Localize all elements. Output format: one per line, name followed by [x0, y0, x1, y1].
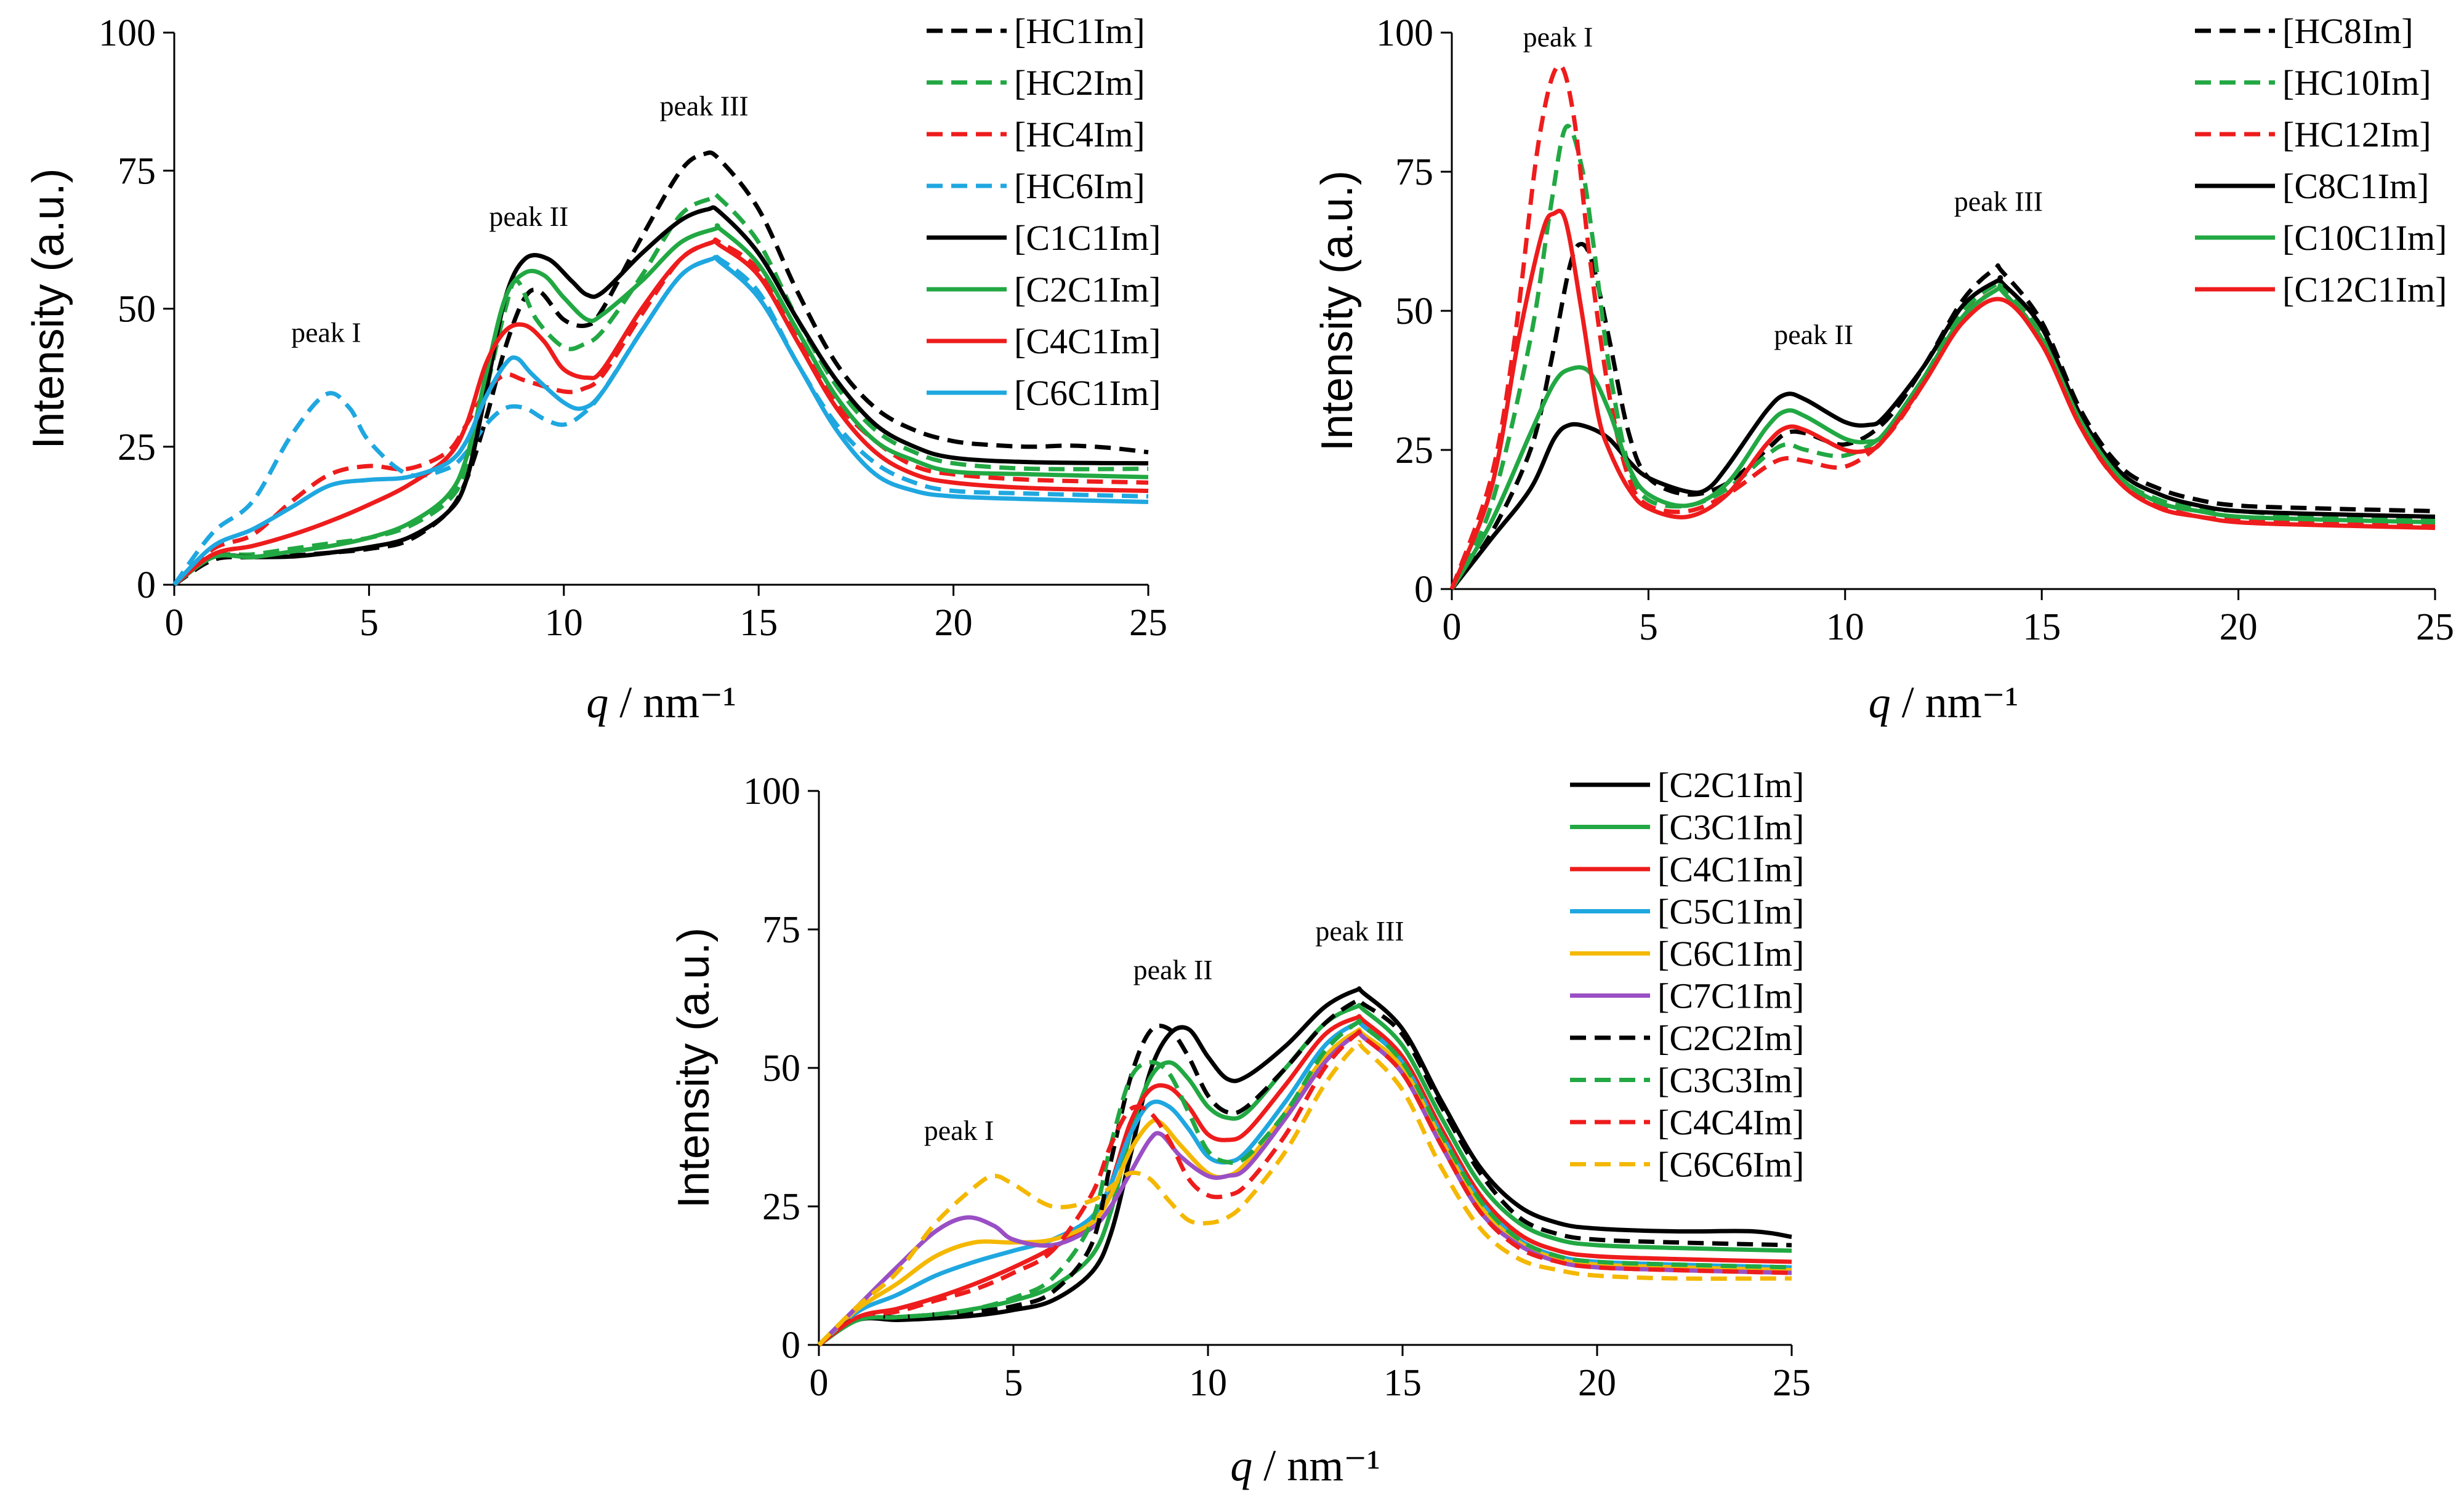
x-tick-label: 15	[739, 602, 778, 644]
series-line-c2c1im	[172, 223, 1149, 587]
y-axis-label: Intensity (a.u.)	[24, 168, 73, 449]
legend-label: [C6C1Im]	[1657, 934, 1804, 974]
peak-annotation: peak II	[489, 201, 568, 232]
x-tick-label: 15	[2023, 606, 2061, 648]
y-tick-label: 25	[1395, 430, 1433, 471]
series-line-c12c1im	[1449, 209, 2436, 590]
legend-label: [C4C1Im]	[1014, 321, 1161, 361]
legend-label: [C6C1Im]	[1014, 373, 1161, 413]
y-tick-label: 0	[781, 1325, 800, 1366]
y-tick-label: 50	[118, 289, 156, 331]
x-tick-label: 10	[1826, 606, 1864, 648]
peak-annotation: peak II	[1774, 319, 1853, 350]
legend-label: [C4C4Im]	[1657, 1102, 1804, 1142]
x-axis-label: q / nm⁻¹	[586, 678, 736, 727]
series-line-c8c1im	[1450, 275, 2436, 591]
legend-label: [C4C1Im]	[1657, 849, 1804, 889]
x-tick-label: 25	[2416, 606, 2454, 648]
legend-label: [C7C1Im]	[1657, 976, 1804, 1016]
series-line-c1c1im	[172, 205, 1149, 587]
legend-label: [C10C1Im]	[2282, 218, 2447, 258]
legend-label: [HC2Im]	[1014, 63, 1145, 103]
legend-label: [C2C2Im]	[1657, 1018, 1804, 1058]
legend-label: [C6C6Im]	[1657, 1145, 1804, 1185]
peak-annotation: peak I	[924, 1115, 994, 1146]
peak-annotation: peak III	[1954, 185, 2043, 217]
legend-label: [HC8Im]	[2282, 11, 2414, 51]
y-tick-label: 25	[118, 427, 156, 468]
x-tick-label: 20	[1578, 1362, 1616, 1404]
series-line-hc6im	[172, 254, 1149, 587]
series-line-hc8im	[1450, 242, 2436, 591]
series-line-c5c1im	[817, 1019, 1792, 1347]
legend-label: [C2C1Im]	[1657, 765, 1804, 805]
y-tick-label: 0	[1414, 569, 1433, 611]
legend-label: [HC4Im]	[1014, 114, 1145, 154]
legend-label: [HC1Im]	[1014, 11, 1145, 51]
x-tick-label: 10	[1189, 1362, 1227, 1404]
series-line-c10c1im	[1449, 283, 2436, 590]
x-tick-label: 20	[2220, 606, 2258, 648]
legend-label: [C2C1Im]	[1014, 270, 1161, 310]
series-line-c6c1im	[172, 255, 1149, 587]
y-tick-label: 75	[762, 909, 800, 951]
y-tick-label: 75	[118, 150, 156, 192]
legend-label: [HC6Im]	[1014, 166, 1145, 206]
series-line-c3c1im	[818, 1003, 1792, 1347]
legend-label: [C12C1Im]	[2282, 270, 2447, 310]
y-tick-label: 0	[137, 564, 156, 606]
chart-panel-2: 0 25 50 75 100 0 5 10 15 20 25 Intensity (a.u.) q / …	[1313, 11, 2454, 727]
x-axis-label: q / nm⁻¹	[1230, 1441, 1380, 1490]
series-line-c4c1im	[172, 238, 1149, 587]
x-tick-label: 15	[1383, 1362, 1422, 1404]
series-line-c6c1im	[817, 1027, 1792, 1347]
x-tick-label: 20	[935, 602, 973, 644]
peak-annotation: peak III	[1315, 915, 1404, 947]
y-tick-label: 25	[762, 1186, 800, 1228]
series-line-c4c4im	[817, 1029, 1792, 1347]
x-tick-label: 0	[1443, 606, 1462, 648]
peak-annotation: peak III	[659, 90, 748, 122]
y-tick-label: 100	[99, 12, 156, 54]
x-tick-label: 25	[1129, 602, 1167, 644]
legend-label: [C8C1Im]	[2282, 166, 2429, 206]
legend-label: [HC12Im]	[2282, 114, 2431, 154]
peak-annotation: peak I	[291, 316, 361, 348]
x-tick-label: 5	[1639, 606, 1658, 648]
y-tick-label: 75	[1395, 151, 1433, 193]
series-line-c2c1im	[818, 986, 1792, 1347]
legend-label: [C3C1Im]	[1657, 808, 1804, 848]
x-tick-label: 5	[360, 602, 379, 644]
series-line-c6c6im	[817, 1040, 1792, 1347]
chart-panel-3: 0 25 50 75 100 0 5 10 15 20 25 Intensity (a.u.) q / …	[669, 765, 1811, 1490]
x-tick-label: 0	[165, 602, 184, 644]
series-line-c2c2im	[817, 997, 1792, 1347]
peak-annotation: peak I	[1523, 22, 1593, 53]
legend-label: [C3C3Im]	[1657, 1061, 1804, 1101]
chart-panel-1: 0 25 50 75 100 0 5 10 15 20 25 Intensity (a.u.) q / …	[24, 11, 1167, 727]
series-line-c3c3im	[818, 1019, 1792, 1347]
peak-annotation: peak II	[1133, 954, 1213, 985]
series-line-c7c1im	[817, 1030, 1792, 1347]
y-axis-label: Intensity (a.u.)	[1313, 170, 1362, 451]
x-tick-label: 10	[545, 602, 583, 644]
x-tick-label: 5	[1004, 1362, 1023, 1404]
x-tick-label: 25	[1773, 1362, 1811, 1404]
series-line-hc1im	[173, 150, 1149, 587]
y-axis-label: Intensity (a.u.)	[669, 928, 719, 1208]
series-line-c4c1im	[817, 1014, 1792, 1347]
legend-label: [HC10Im]	[2282, 63, 2431, 103]
legend-label: [C1C1Im]	[1014, 218, 1161, 258]
y-tick-label: 100	[743, 771, 800, 812]
y-tick-label: 100	[1376, 12, 1433, 54]
x-axis-label: q / nm⁻¹	[1869, 678, 2019, 727]
legend-label: [C5C1Im]	[1657, 892, 1804, 932]
x-tick-label: 0	[810, 1362, 829, 1404]
y-tick-label: 50	[762, 1048, 800, 1089]
y-tick-label: 50	[1395, 291, 1433, 332]
